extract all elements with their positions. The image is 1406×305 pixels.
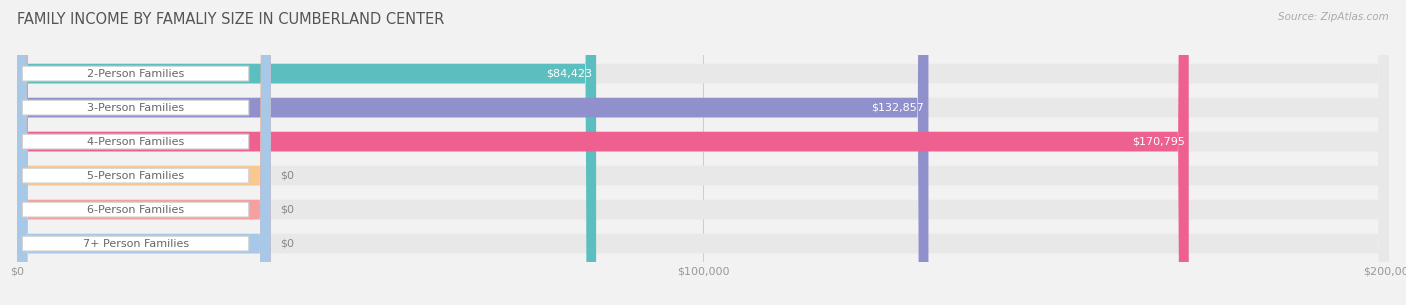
FancyBboxPatch shape [17, 0, 1389, 305]
Text: 6-Person Families: 6-Person Families [87, 205, 184, 215]
Text: 2-Person Families: 2-Person Families [87, 69, 184, 79]
Text: $0: $0 [280, 170, 294, 181]
FancyBboxPatch shape [17, 0, 1188, 305]
Text: $170,795: $170,795 [1132, 137, 1185, 147]
FancyBboxPatch shape [17, 0, 1389, 305]
FancyBboxPatch shape [17, 0, 271, 305]
FancyBboxPatch shape [17, 0, 271, 305]
FancyBboxPatch shape [17, 0, 1389, 305]
FancyBboxPatch shape [17, 0, 928, 305]
Text: Source: ZipAtlas.com: Source: ZipAtlas.com [1278, 12, 1389, 22]
FancyBboxPatch shape [22, 100, 249, 115]
FancyBboxPatch shape [22, 134, 249, 149]
Text: 4-Person Families: 4-Person Families [87, 137, 184, 147]
Text: $0: $0 [280, 205, 294, 215]
Text: 7+ Person Families: 7+ Person Families [83, 239, 188, 249]
Text: 3-Person Families: 3-Person Families [87, 102, 184, 113]
FancyBboxPatch shape [22, 202, 249, 217]
FancyBboxPatch shape [22, 66, 249, 81]
FancyBboxPatch shape [17, 0, 1389, 305]
FancyBboxPatch shape [17, 0, 1389, 305]
Text: $84,423: $84,423 [546, 69, 592, 79]
FancyBboxPatch shape [22, 168, 249, 183]
Text: FAMILY INCOME BY FAMALIY SIZE IN CUMBERLAND CENTER: FAMILY INCOME BY FAMALIY SIZE IN CUMBERL… [17, 12, 444, 27]
Text: $132,857: $132,857 [872, 102, 924, 113]
FancyBboxPatch shape [17, 0, 1389, 305]
FancyBboxPatch shape [17, 0, 271, 305]
FancyBboxPatch shape [22, 236, 249, 251]
Text: $0: $0 [280, 239, 294, 249]
FancyBboxPatch shape [17, 0, 596, 305]
Text: 5-Person Families: 5-Person Families [87, 170, 184, 181]
